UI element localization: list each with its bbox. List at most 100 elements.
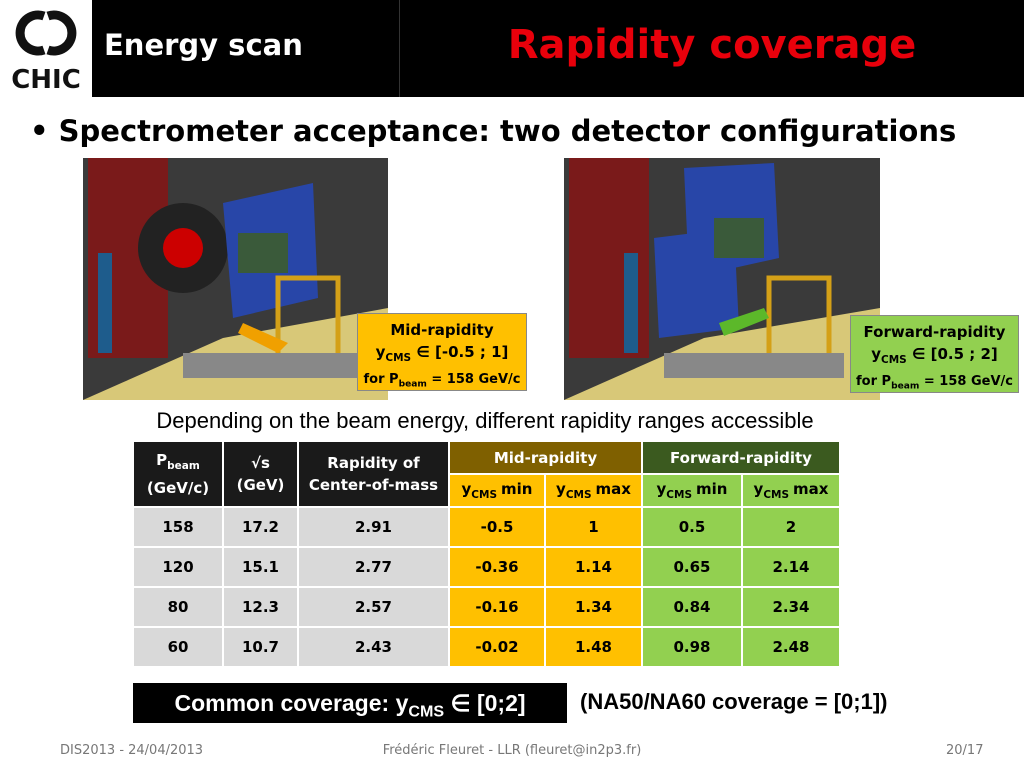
data-cell: 2.43 bbox=[297, 626, 450, 668]
callout-sub: beam bbox=[398, 379, 427, 390]
common-text: Common coverage: y bbox=[174, 690, 409, 716]
subheader-rest: max bbox=[595, 480, 631, 498]
subheader-cell: yCMS min bbox=[448, 473, 546, 508]
header-text: √s bbox=[251, 454, 270, 472]
data-cell: 12.3 bbox=[222, 586, 299, 628]
data-row: 158 17.2 2.91 -0.5 1 0.5 2 bbox=[132, 506, 841, 548]
data-cell: 60 bbox=[132, 626, 224, 668]
data-cell: 15.1 bbox=[222, 546, 299, 588]
footer-right: 20/17 bbox=[946, 743, 984, 758]
callout-p: for P bbox=[856, 374, 892, 389]
callout-title: Mid-rapidity bbox=[390, 321, 494, 339]
subheader-cell: yCMS min bbox=[641, 473, 743, 508]
data-cell: -0.36 bbox=[448, 546, 546, 588]
data-cell: 80 bbox=[132, 586, 224, 628]
data-cell: 2.48 bbox=[741, 626, 841, 668]
header-bar bbox=[0, 0, 1024, 97]
callout-y: y bbox=[871, 345, 881, 363]
footer-center: Frédéric Fleuret - LLR (fleuret@in2p3.fr… bbox=[382, 743, 642, 758]
subheader-text: y bbox=[753, 480, 764, 498]
bullet: • Spectrometer acceptance: two detector … bbox=[30, 114, 957, 148]
bullet-text: Spectrometer acceptance: two detector co… bbox=[58, 114, 957, 148]
data-cell: 120 bbox=[132, 546, 224, 588]
divider bbox=[399, 0, 400, 97]
data-row: 60 10.7 2.43 -0.02 1.48 0.98 2.48 bbox=[132, 626, 841, 668]
subheader-sub: CMS bbox=[666, 489, 693, 501]
data-cell: -0.16 bbox=[448, 586, 546, 628]
common-coverage: Common coverage: yCMS ∈ [0;2] bbox=[133, 683, 567, 723]
header-text: P bbox=[156, 451, 168, 469]
footer-left: DIS2013 - 24/04/2013 bbox=[60, 743, 204, 758]
callout-energy: = 158 GeV/c bbox=[923, 374, 1013, 389]
subheader-sub: CMS bbox=[565, 489, 592, 501]
detector-image bbox=[83, 158, 388, 400]
header-line: Rapidity of bbox=[299, 452, 448, 474]
callout-sub: CMS bbox=[385, 352, 412, 364]
section-title: Energy scan bbox=[104, 28, 303, 62]
logo-mark: CHIC bbox=[11, 10, 81, 95]
header-sub: beam bbox=[167, 460, 200, 472]
subheader-text: y bbox=[461, 480, 472, 498]
data-cell: 0.84 bbox=[641, 586, 743, 628]
subheader-rest: min bbox=[501, 480, 533, 498]
data-cell: 0.5 bbox=[641, 506, 743, 548]
header-text: Rapidity of bbox=[327, 454, 420, 472]
subheader-text: y bbox=[556, 480, 566, 498]
data-cell: -0.5 bbox=[448, 506, 546, 548]
data-cell: 2.91 bbox=[297, 506, 450, 548]
header-line: Pbeam bbox=[134, 449, 222, 477]
header-cell: Pbeam (GeV/c) bbox=[132, 440, 224, 508]
logo: CHIC bbox=[0, 0, 92, 97]
data-cell: 0.65 bbox=[641, 546, 743, 588]
mid-callout: Mid-rapidity yCMS ∈ [-0.5 ; 1] for Pbeam… bbox=[357, 313, 527, 391]
data-row: 80 12.3 2.57 -0.16 1.34 0.84 2.34 bbox=[132, 586, 841, 628]
data-cell: 2.77 bbox=[297, 546, 450, 588]
callout-title: Forward-rapidity bbox=[863, 323, 1006, 341]
detector-image bbox=[564, 158, 880, 400]
header-line: Center-of-mass bbox=[308, 476, 439, 494]
group-header: Mid-rapidity bbox=[448, 440, 643, 475]
subheader-row: yCMS min yCMS max yCMS min yCMS max bbox=[133, 473, 841, 508]
data-cell: 158 bbox=[132, 506, 224, 548]
subheader-rest: max bbox=[793, 480, 829, 498]
caption: Depending on the beam energy, different … bbox=[156, 408, 814, 433]
header-line: (GeV/c) bbox=[146, 479, 210, 497]
header-row: Pbeam (GeV/c) √s (GeV) Rapidity of Center-of-… bbox=[132, 440, 841, 508]
callout-sub: beam bbox=[891, 381, 920, 392]
header-line: √s bbox=[224, 452, 297, 474]
data-cell: -0.02 bbox=[448, 626, 546, 668]
header-cell: Rapidity of Center-of-mass bbox=[297, 440, 450, 508]
common-range: ∈ [0;2] bbox=[450, 690, 526, 716]
subheader-sub: CMS bbox=[763, 489, 790, 501]
subheader-text: y bbox=[656, 480, 667, 498]
subheader-cell: yCMS max bbox=[741, 473, 841, 508]
data-cell: 10.7 bbox=[222, 626, 299, 668]
common-sub: CMS bbox=[408, 702, 445, 721]
data-cell: 17.2 bbox=[222, 506, 299, 548]
data-cell: 2.57 bbox=[297, 586, 450, 628]
logo-text: CHIC bbox=[11, 65, 81, 95]
subheader-sub: CMS bbox=[471, 489, 498, 501]
header-cell: √s (GeV) bbox=[222, 440, 299, 508]
data-cell: 1.34 bbox=[544, 586, 643, 628]
data-row: 120 15.1 2.77 -0.36 1.14 0.65 2.14 bbox=[132, 546, 841, 588]
callout-energy: = 158 GeV/c bbox=[431, 372, 521, 387]
forward-callout: Forward-rapidity yCMS ∈ [0.5 ; 2] for Pb… bbox=[850, 315, 1019, 393]
data-cell: 2 bbox=[741, 506, 841, 548]
data-cell: 1.48 bbox=[544, 626, 643, 668]
data-cell: 2.14 bbox=[741, 546, 841, 588]
data-cell: 0.98 bbox=[641, 626, 743, 668]
header-line: (GeV) bbox=[236, 476, 285, 494]
subheader-cell: yCMS max bbox=[544, 473, 643, 508]
note: (NA50/NA60 coverage = [0;1]) bbox=[580, 689, 888, 714]
callout-p: for P bbox=[363, 372, 399, 387]
slide-title: Rapidity coverage bbox=[507, 22, 917, 68]
callout-y: y bbox=[375, 343, 386, 361]
data-cell: 1 bbox=[544, 506, 643, 548]
subheader-rest: min bbox=[696, 480, 728, 498]
group-header: Forward-rapidity bbox=[641, 440, 841, 475]
data-cell: 2.34 bbox=[741, 586, 841, 628]
callout-range: ∈ [0.5 ; 2] bbox=[911, 345, 998, 363]
callout-range: ∈ [-0.5 ; 1] bbox=[416, 343, 509, 361]
